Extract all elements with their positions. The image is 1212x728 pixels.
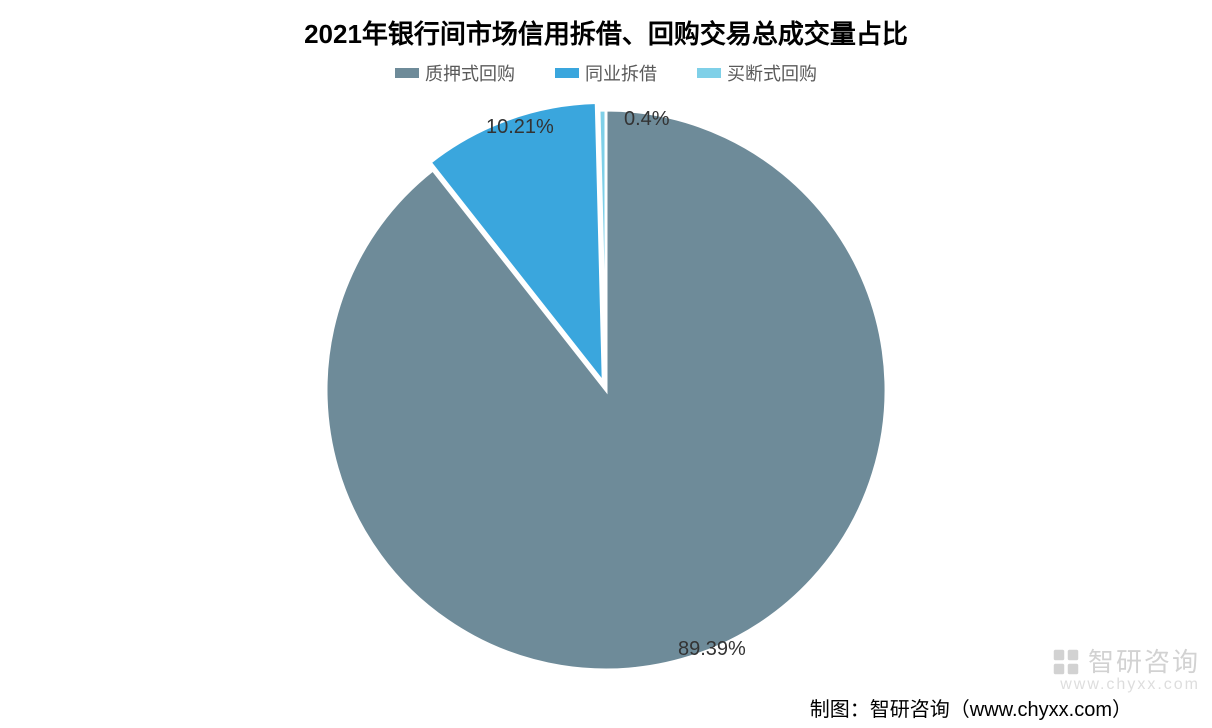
slice-label-0: 89.39% bbox=[678, 638, 746, 661]
watermark-brand: 智研咨询 bbox=[1088, 648, 1200, 677]
legend-swatch-2 bbox=[697, 68, 721, 78]
pie-chart bbox=[326, 110, 886, 670]
legend-item-1: 同业拆借 bbox=[555, 60, 657, 86]
chart-title: 2021年银行间市场信用拆借、回购交易总成交量占比 bbox=[0, 14, 1212, 51]
legend-label-0: 质押式回购 bbox=[425, 60, 515, 86]
slice-label-1: 10.21% bbox=[486, 116, 554, 139]
legend-swatch-1 bbox=[555, 68, 579, 78]
legend-swatch-0 bbox=[395, 68, 419, 78]
legend-item-0: 质押式回购 bbox=[395, 60, 515, 86]
watermark-url: www.chyxx.com bbox=[1052, 676, 1200, 694]
watermark: 智研咨询 www.chyxx.com bbox=[1052, 648, 1200, 694]
slice-label-2: 0.4% bbox=[624, 108, 670, 131]
credit-line: 制图：智研咨询（www.chyxx.com） bbox=[810, 693, 1132, 722]
legend-label-2: 买断式回购 bbox=[727, 60, 817, 86]
legend-item-2: 买断式回购 bbox=[697, 60, 817, 86]
watermark-logo-icon bbox=[1052, 648, 1080, 676]
legend-label-1: 同业拆借 bbox=[585, 60, 657, 86]
legend: 质押式回购 同业拆借 买断式回购 bbox=[0, 60, 1212, 86]
